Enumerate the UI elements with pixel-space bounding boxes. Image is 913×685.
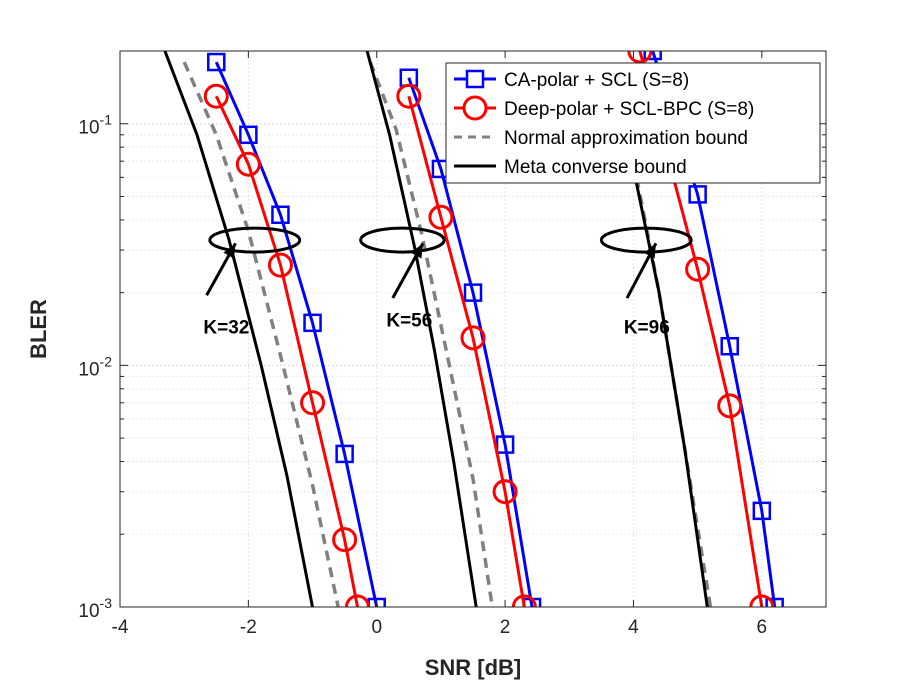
square-marker	[207, 52, 226, 72]
square-marker	[367, 597, 386, 607]
x-axis-label: SNR [dB]	[425, 655, 522, 680]
arrow-head	[644, 243, 656, 259]
legend-entry: Normal approximation bound	[454, 128, 748, 149]
square-marker	[765, 597, 784, 607]
group-ellipse	[359, 226, 446, 254]
legend-label: CA-polar + SCL (S=8)	[504, 70, 689, 91]
arrow-head	[410, 243, 423, 259]
circle-marker	[627, 51, 653, 64]
circle-marker	[717, 393, 743, 419]
circle-marker	[332, 527, 358, 553]
square-marker	[688, 185, 707, 204]
axes-box	[119, 50, 827, 608]
legend-label: Meta converse bound	[504, 157, 687, 178]
series-line	[214, 61, 379, 607]
series-3	[163, 51, 709, 607]
y-axis-label: BLER	[26, 299, 51, 359]
legend-square-marker	[465, 69, 485, 89]
axes: -4 -2 0 2 4 6 10-3 10-2 10-1 SNR [dB] BLER	[26, 50, 827, 680]
circle-marker	[267, 252, 293, 278]
circle-marker	[203, 83, 229, 109]
legend-label: Normal approximation bound	[504, 128, 748, 149]
annotation-label: K=96	[624, 317, 670, 338]
y-tick-label: 10-3	[78, 595, 112, 622]
group-ellipse	[208, 226, 302, 254]
square-marker	[720, 336, 739, 356]
circle-marker	[460, 325, 486, 351]
x-tick-label: 6	[757, 617, 768, 638]
circle-marker	[344, 594, 370, 607]
annotation-0: K=32	[203, 226, 302, 338]
annotation-label: K=32	[203, 317, 249, 338]
circle-marker	[396, 83, 422, 109]
circle-marker	[492, 479, 518, 505]
square-marker	[752, 501, 772, 521]
circle-marker	[685, 256, 711, 282]
circle-marker	[428, 204, 454, 230]
series-line	[365, 51, 478, 607]
square-marker	[335, 444, 354, 464]
series-line	[632, 168, 709, 607]
square-marker	[495, 435, 515, 454]
circle-marker	[749, 594, 775, 607]
plot-series	[163, 51, 784, 607]
y-tick-label: 10-1	[78, 112, 112, 139]
x-tick-label: -2	[240, 617, 257, 638]
circle-marker	[300, 390, 326, 416]
series-line	[407, 95, 526, 607]
series-line	[368, 61, 495, 607]
legend-box	[445, 62, 821, 184]
legend-circle-marker	[462, 95, 488, 121]
x-tick-label: 4	[628, 617, 639, 638]
annotations: K=32 K=56 K=96	[203, 226, 693, 338]
circle-marker	[235, 151, 261, 177]
legend-entry: Meta converse bound	[454, 157, 687, 178]
legend-entry: CA-polar + SCL (S=8)	[454, 69, 689, 91]
annotation-1: K=56	[359, 226, 446, 331]
square-marker	[303, 313, 322, 333]
arrow-head	[223, 243, 236, 259]
square-marker	[239, 125, 258, 145]
square-marker	[271, 205, 290, 225]
circle-marker	[511, 594, 537, 607]
legend-label: Deep-polar + SCL-BPC (S=8)	[504, 99, 754, 120]
legend: CA-polar + SCL (S=8) Deep-polar + SCL-BPC…	[445, 62, 821, 184]
square-marker	[463, 283, 483, 302]
square-marker	[643, 51, 662, 61]
series-line	[163, 51, 314, 607]
annotation-2: K=96	[599, 226, 693, 338]
x-tick-label: -4	[112, 617, 129, 638]
legend-entry: Deep-polar + SCL-BPC (S=8)	[454, 95, 754, 121]
annotation-label: K=56	[386, 310, 432, 331]
y-tick-label: 10-2	[78, 353, 112, 380]
x-tick-label: 2	[500, 617, 511, 638]
x-tick-label: 0	[371, 617, 382, 638]
series-line	[182, 61, 340, 607]
